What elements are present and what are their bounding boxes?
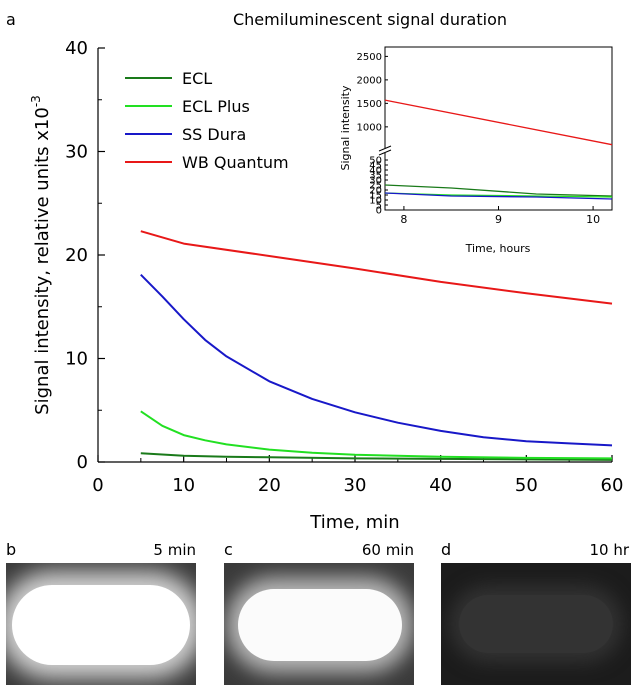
legend-label: SS Dura bbox=[182, 125, 246, 144]
inset-x-tick-label: 8 bbox=[400, 213, 407, 226]
inset-y-tick-label: 10 bbox=[369, 196, 382, 207]
panel-letter-c: c bbox=[224, 540, 233, 559]
series-line-ecl bbox=[140, 452, 613, 461]
inset-y-tick-label: 1000 bbox=[357, 122, 382, 133]
inset-y-tick-label: 30 bbox=[369, 176, 382, 187]
inset-chart: 8 9 10051015202530354045501000150020002500… bbox=[339, 46, 613, 255]
blot-band bbox=[459, 595, 613, 653]
inset-y-tick-label: 2500 bbox=[357, 52, 382, 63]
inset-y-tick-label: 40 bbox=[369, 166, 382, 177]
series-line-wb-quantum bbox=[140, 230, 613, 305]
y-tick-label: 0 bbox=[77, 452, 88, 473]
main-y-axis-label-text: Signal intensity, relative units x10 bbox=[32, 107, 53, 415]
legend-label: ECL bbox=[182, 69, 212, 88]
y-tick-label: 20 bbox=[65, 245, 88, 266]
blot-image-5min bbox=[6, 563, 196, 685]
inset-y-tick-label: 2000 bbox=[357, 75, 382, 86]
blot-band bbox=[238, 589, 402, 661]
inset-series-line-ss-dura bbox=[384, 192, 613, 200]
inset-series-line-ecl bbox=[384, 184, 613, 197]
inset-series-line-wb-quantum bbox=[384, 99, 613, 146]
x-tick-label: 30 bbox=[344, 475, 367, 496]
main-chart-title: Chemiluminescent signal duration bbox=[233, 10, 507, 29]
inset-y-tick-label: 50 bbox=[369, 156, 382, 167]
inset-x-axis-label: Time, hours bbox=[465, 242, 531, 255]
blot-band bbox=[12, 585, 190, 665]
inset-x-tick-label: 9 bbox=[495, 213, 502, 226]
inset-x-tick-label: 10 bbox=[586, 213, 600, 226]
series-line-ss-dura bbox=[140, 273, 613, 447]
inset-y-tick-label: 20 bbox=[369, 186, 382, 197]
inset-axis-break bbox=[378, 145, 392, 156]
y-tick-label: 10 bbox=[65, 349, 88, 370]
inset-y-tick-label: 35 bbox=[369, 171, 382, 182]
x-tick-label: 50 bbox=[515, 475, 538, 496]
inset-y-tick-label: 5 bbox=[376, 201, 382, 212]
y-tick-label: 40 bbox=[65, 38, 88, 59]
x-tick-label: 20 bbox=[258, 475, 281, 496]
legend: ECL ECL Plus SS Dura WB Quantum bbox=[125, 69, 289, 172]
series-line-ecl-plus bbox=[140, 410, 613, 460]
inset-y-axis-label: Signal intensity bbox=[339, 85, 352, 170]
main-y-axis-label-exponent: -3 bbox=[29, 95, 43, 107]
blot-image-10hr bbox=[441, 563, 631, 685]
panel-letter-d: d bbox=[441, 540, 451, 559]
inset-y-tick-label: 1500 bbox=[357, 99, 382, 110]
inset-y-tick-label: 0 bbox=[376, 206, 382, 217]
x-tick-label: 40 bbox=[429, 475, 452, 496]
inset-y-tick-label: 45 bbox=[369, 161, 382, 172]
panel-letter-b: b bbox=[6, 540, 16, 559]
main-y-axis-label: Signal intensity, relative units x10-3 bbox=[29, 95, 53, 415]
inset-y-tick-label: 15 bbox=[369, 191, 382, 202]
x-tick-label: 60 bbox=[601, 475, 624, 496]
legend-label: WB Quantum bbox=[182, 153, 289, 172]
legend-label: ECL Plus bbox=[182, 97, 250, 116]
x-tick-label: 10 bbox=[172, 475, 195, 496]
image-b-label: 5 min bbox=[153, 541, 196, 559]
main-x-axis-label: Time, min bbox=[309, 512, 399, 533]
image-c-label: 60 min bbox=[362, 541, 414, 559]
inset-y-tick-label: 25 bbox=[369, 181, 382, 192]
y-tick-label: 30 bbox=[65, 142, 88, 163]
image-d-label: 10 hr bbox=[589, 541, 629, 559]
panel-letter-a: a bbox=[6, 10, 16, 29]
blot-image-60min bbox=[224, 563, 414, 685]
inset-frame bbox=[384, 46, 613, 211]
x-tick-label: 0 bbox=[92, 475, 103, 496]
